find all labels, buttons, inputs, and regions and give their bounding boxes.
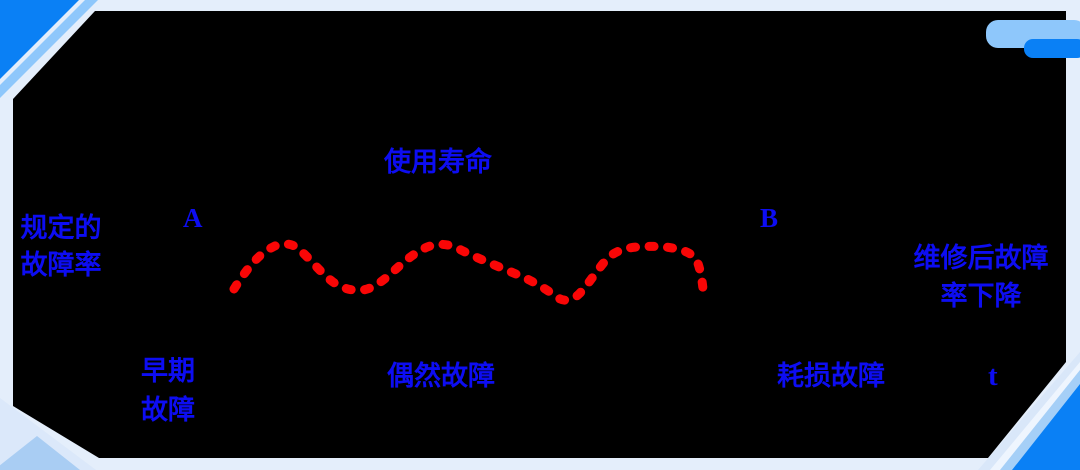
early-failure-phase-label: 早期 故障 bbox=[130, 352, 206, 430]
time-axis-label: t bbox=[988, 360, 998, 392]
wearout-failure-phase-label: 耗损故障 bbox=[777, 361, 885, 391]
corner-triangle-bottomright-bright bbox=[1012, 384, 1080, 470]
random-failure-phase-label: 偶然故障 bbox=[387, 361, 495, 391]
repair-note-line2: 率下降 bbox=[940, 281, 1022, 311]
y-axis-label-line1: 规定的 bbox=[20, 213, 102, 243]
point-a-label: A bbox=[183, 203, 203, 233]
repair-note-line1: 维修后故障 bbox=[913, 243, 1049, 273]
black-panel bbox=[13, 11, 1066, 458]
early-failure-line2: 故障 bbox=[141, 395, 195, 425]
failure-rate-curve bbox=[229, 239, 708, 305]
corner-stripe-topleft-light bbox=[0, 0, 98, 98]
corner-pill-topright-bright bbox=[1024, 39, 1080, 58]
y-axis-label-line2: 故障率 bbox=[20, 250, 102, 280]
corner-triangle-topleft-bright bbox=[0, 0, 79, 79]
y-axis-label: 规定的 故障率 bbox=[16, 210, 106, 284]
early-failure-line1: 早期 bbox=[141, 356, 195, 386]
corner-triangle-bottomleft-medium bbox=[0, 436, 80, 470]
service-life-title: 使用寿命 bbox=[384, 147, 492, 177]
repair-note-label: 维修后故障 率下降 bbox=[906, 239, 1056, 315]
point-b-label: B bbox=[760, 203, 779, 233]
